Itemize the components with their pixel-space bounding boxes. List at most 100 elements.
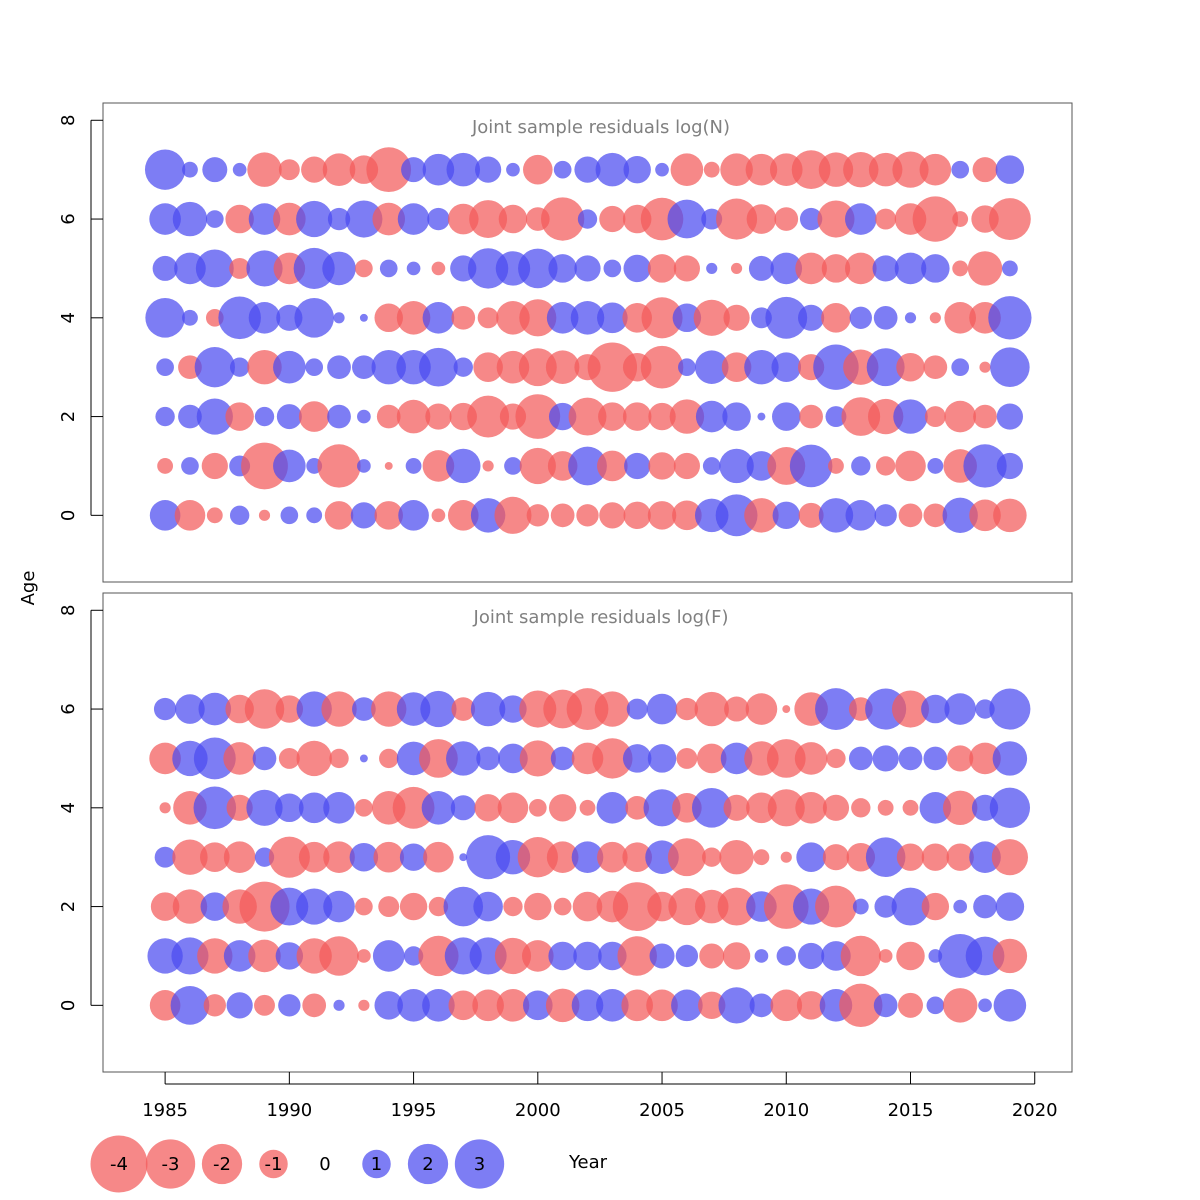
- bubble: [296, 740, 332, 777]
- bubble: [528, 798, 547, 817]
- bubble: [258, 509, 271, 521]
- bubble: [873, 305, 898, 330]
- bubble: [894, 252, 927, 285]
- bubble: [241, 442, 288, 490]
- bubble: [232, 162, 247, 177]
- legend-label: -1: [265, 1154, 283, 1175]
- bubble: [795, 791, 827, 824]
- bubble: [472, 989, 504, 1022]
- bubble: [647, 254, 677, 283]
- bubble: [396, 301, 431, 335]
- bubble: [200, 842, 230, 872]
- bubble: [323, 791, 355, 824]
- bubble: [868, 152, 903, 187]
- bubble: [150, 892, 180, 921]
- bubble: [667, 838, 706, 877]
- bubble: [720, 742, 753, 775]
- bubble: [798, 502, 824, 528]
- bubble: [499, 695, 527, 723]
- bubble: [647, 501, 677, 530]
- bubble: [357, 459, 371, 473]
- bubble: [327, 404, 351, 429]
- bubble: [431, 508, 446, 523]
- bubble: [979, 361, 991, 373]
- bubble: [372, 202, 406, 236]
- bubble: [503, 896, 523, 917]
- bubble: [467, 395, 510, 438]
- y-tick-label: 2: [58, 901, 79, 912]
- bubble: [203, 994, 226, 1017]
- bubble: [254, 406, 275, 427]
- bubble: [898, 503, 923, 528]
- bubble: [172, 839, 208, 875]
- bubble: [898, 746, 923, 771]
- bubble: [494, 937, 532, 975]
- bubble: [675, 944, 699, 968]
- bubble: [765, 296, 808, 339]
- bubble: [953, 899, 968, 914]
- bubble: [865, 837, 906, 877]
- bubble: [321, 691, 357, 727]
- bubble: [144, 149, 186, 190]
- bubble: [519, 299, 557, 337]
- panel-f-bubbles: [147, 688, 1031, 1027]
- bubble: [995, 155, 1025, 184]
- bubble: [744, 498, 779, 533]
- bubble: [252, 746, 277, 771]
- bubble: [275, 695, 304, 723]
- bubble: [298, 841, 330, 873]
- bubble: [1001, 260, 1018, 277]
- bubble: [443, 886, 484, 927]
- bubble: [403, 946, 424, 966]
- bubble: [476, 746, 500, 771]
- bubble: [597, 302, 628, 334]
- bubble: [972, 157, 998, 183]
- bubble: [523, 990, 553, 1021]
- bubble: [845, 500, 877, 531]
- bubble: [818, 498, 854, 533]
- bubble: [673, 255, 700, 282]
- bubble: [248, 939, 281, 973]
- bubble: [924, 406, 946, 428]
- bubble: [521, 940, 554, 972]
- bubble: [596, 989, 629, 1022]
- bubble: [946, 843, 974, 871]
- bubble: [273, 449, 306, 483]
- bubble: [942, 497, 978, 534]
- bubble: [371, 691, 407, 727]
- bubble: [198, 692, 232, 726]
- bubble: [821, 254, 851, 283]
- legend-label: 3: [474, 1154, 485, 1175]
- bubble: [878, 949, 893, 963]
- bubble: [571, 989, 604, 1022]
- y-tick-label: 6: [58, 213, 79, 224]
- bubble: [374, 501, 403, 530]
- bubble: [548, 402, 577, 431]
- bubble: [798, 304, 825, 331]
- bubble: [170, 985, 210, 1025]
- x-tick-label: 2000: [515, 1100, 561, 1121]
- bubble: [323, 890, 355, 923]
- bubble: [546, 841, 579, 874]
- bubble: [202, 157, 228, 183]
- bubble: [226, 992, 253, 1019]
- bubble: [672, 500, 702, 531]
- bubble: [405, 458, 422, 474]
- bubble: [546, 301, 579, 334]
- bubble: [355, 259, 373, 278]
- bubble: [474, 794, 502, 822]
- bubble: [947, 745, 974, 772]
- bubble: [273, 202, 306, 236]
- bubble: [872, 745, 899, 772]
- bubble: [599, 502, 626, 529]
- bubble: [172, 889, 208, 924]
- bubble: [350, 502, 377, 529]
- bubble: [319, 936, 359, 976]
- bubble: [969, 841, 1001, 874]
- bubble: [649, 943, 675, 969]
- panel-n-title: Joint sample residuals log(N): [471, 117, 730, 138]
- bubble: [597, 841, 628, 873]
- bubble: [223, 841, 256, 874]
- bubble: [175, 694, 205, 724]
- bubble: [193, 786, 237, 830]
